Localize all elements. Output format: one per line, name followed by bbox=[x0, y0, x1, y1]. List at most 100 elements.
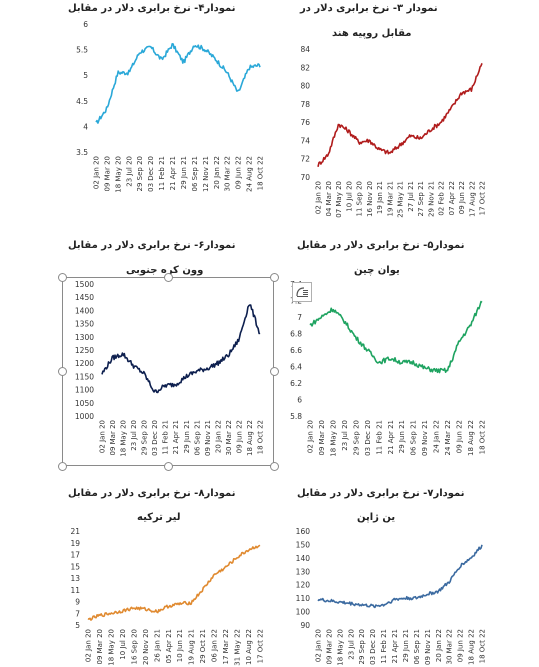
x-tick-label: 20 Nov 20 bbox=[142, 629, 150, 665]
resize-handle-middle-left[interactable] bbox=[58, 367, 67, 376]
series-line bbox=[96, 44, 260, 123]
caption-chart6: نمودار۶- نرخ برابری دلار در مقابل bbox=[68, 240, 236, 251]
chart-selection-frame[interactable] bbox=[62, 277, 274, 466]
x-tick-label: 18 Oct 22 bbox=[479, 420, 487, 454]
y-tick-label: 3.5 bbox=[76, 148, 88, 157]
x-tick-label: 02 Jan 20 bbox=[315, 181, 323, 214]
x-tick-label: 17 Oct 22 bbox=[257, 629, 265, 663]
x-tick-label: 20 Jan 22 bbox=[435, 629, 443, 662]
y-tick-label: 21 bbox=[70, 527, 80, 536]
x-tick-label: 02 Feb 22 bbox=[438, 181, 446, 216]
y-tick-label: 110 bbox=[296, 594, 311, 603]
y-tick-label: 7 bbox=[75, 609, 80, 618]
x-tick-label: 19 Aug 21 bbox=[188, 629, 196, 665]
y-tick-label: 5.5 bbox=[76, 46, 88, 55]
x-tick-label: 29 Sep 20 bbox=[352, 420, 360, 455]
y-tick-label: 100 bbox=[296, 608, 311, 617]
resize-handle-top-right[interactable] bbox=[270, 273, 279, 282]
x-tick-label: 16 Nov 20 bbox=[366, 181, 374, 217]
x-tick-label: 06 Sep 21 bbox=[191, 156, 199, 191]
y-tick-label: 13 bbox=[70, 574, 80, 583]
y-tick-label: 6.8 bbox=[290, 330, 302, 339]
x-tick-label: 29 Jun 21 bbox=[180, 156, 188, 189]
x-tick-label: 05 Apr 21 bbox=[165, 629, 173, 663]
series-line bbox=[318, 545, 482, 608]
x-tick-label: 09 Mar 20 bbox=[318, 420, 326, 455]
x-tick-label: 16 Sep 20 bbox=[130, 629, 138, 664]
x-tick-label: 29 Sep 20 bbox=[358, 629, 366, 664]
resize-handle-top-center[interactable] bbox=[164, 273, 173, 282]
x-tick-label: 24 Mar 22 bbox=[444, 420, 452, 455]
y-tick-label: 120 bbox=[296, 581, 311, 590]
resize-handle-top-left[interactable] bbox=[58, 273, 67, 282]
x-tick-label: 21 Apr 21 bbox=[391, 629, 399, 663]
caption-chart5-line2: یوان چین bbox=[354, 265, 400, 276]
caption-chart7-line2: ین ژاپن bbox=[357, 512, 395, 523]
y-tick-label: 130 bbox=[296, 567, 311, 576]
caption-chart7: نمودار۷- نرخ برابری دلار در مقابل bbox=[297, 488, 465, 499]
caption-chart8-line2: لیر ترکیه bbox=[137, 512, 180, 523]
resize-handle-middle-right[interactable] bbox=[270, 367, 279, 376]
x-tick-label: 06 Sep 21 bbox=[410, 420, 418, 455]
x-tick-label: 02 Jan 20 bbox=[93, 156, 101, 189]
x-tick-label: 21 Apr 21 bbox=[169, 156, 177, 190]
x-tick-label: 09 Mar 20 bbox=[96, 629, 104, 664]
x-tick-label: 11 Sep 20 bbox=[356, 181, 364, 216]
x-tick-label: 10 Jul 20 bbox=[345, 181, 353, 212]
x-tick-label: 30 Mar 22 bbox=[446, 629, 454, 664]
x-tick-label: 02 Jan 20 bbox=[85, 629, 93, 662]
x-tick-label: 10 Aug 22 bbox=[245, 629, 253, 665]
x-tick-label: 09 Mar 20 bbox=[103, 156, 111, 191]
x-tick-label: 07 May 20 bbox=[335, 181, 343, 218]
x-tick-label: 17 Aug 22 bbox=[468, 181, 476, 217]
x-tick-label: 29 Jun 21 bbox=[402, 629, 410, 662]
x-tick-label: 29 Jun 21 bbox=[398, 420, 406, 453]
resize-handle-bottom-center[interactable] bbox=[164, 462, 173, 471]
layout-options-button[interactable] bbox=[292, 282, 312, 302]
y-tick-label: 76 bbox=[300, 118, 310, 127]
y-tick-label: 19 bbox=[70, 539, 80, 548]
y-tick-label: 82 bbox=[300, 63, 310, 72]
y-tick-label: 4.5 bbox=[76, 97, 88, 106]
caption-chart3: نمودار ۳- نرخ برابری دلار در bbox=[300, 3, 438, 14]
x-tick-label: 02 Jan 20 bbox=[315, 629, 323, 662]
y-tick-label: 70 bbox=[300, 173, 310, 182]
x-tick-label: 18 Aug 22 bbox=[467, 420, 475, 456]
resize-handle-bottom-right[interactable] bbox=[270, 462, 279, 471]
y-tick-label: 80 bbox=[300, 82, 310, 91]
x-tick-label: 29 Nov 21 bbox=[427, 181, 435, 217]
x-tick-label: 18 Oct 22 bbox=[257, 156, 265, 190]
x-tick-label: 24 Jan 22 bbox=[433, 420, 441, 453]
series-line bbox=[88, 545, 260, 620]
resize-handle-bottom-left[interactable] bbox=[58, 462, 67, 471]
y-tick-label: 6.2 bbox=[290, 379, 302, 388]
x-tick-label: 06 Jan 22 bbox=[211, 629, 219, 662]
x-tick-label: 23 Jul 20 bbox=[341, 420, 349, 451]
x-tick-label: 07 Apr 22 bbox=[448, 181, 456, 215]
x-tick-label: 09 Mar 20 bbox=[325, 629, 333, 664]
x-tick-label: 19 Jan 21 bbox=[376, 181, 384, 214]
caption-chart5: نمودار۵- نرخ برابری دلار در مقابل bbox=[297, 240, 465, 251]
series-line bbox=[318, 63, 482, 167]
x-tick-label: 10 Jul 20 bbox=[119, 629, 127, 660]
y-tick-label: 74 bbox=[300, 136, 310, 145]
y-tick-label: 140 bbox=[296, 554, 311, 563]
x-tick-label: 31 May 22 bbox=[234, 629, 242, 666]
x-tick-label: 10 Jun 21 bbox=[176, 629, 184, 662]
x-tick-label: 03 Dec 20 bbox=[147, 156, 155, 192]
x-tick-label: 03 Dec 20 bbox=[369, 629, 377, 665]
x-tick-label: 23 Jul 20 bbox=[347, 629, 355, 660]
caption-chart3-line2: مقابل روپیه هند bbox=[332, 28, 411, 39]
y-tick-label: 150 bbox=[296, 540, 311, 549]
x-tick-label: 11 Feb 21 bbox=[380, 629, 388, 664]
x-tick-label: 27 Sep 21 bbox=[417, 181, 425, 216]
x-tick-label: 19 Mar 21 bbox=[386, 181, 394, 216]
